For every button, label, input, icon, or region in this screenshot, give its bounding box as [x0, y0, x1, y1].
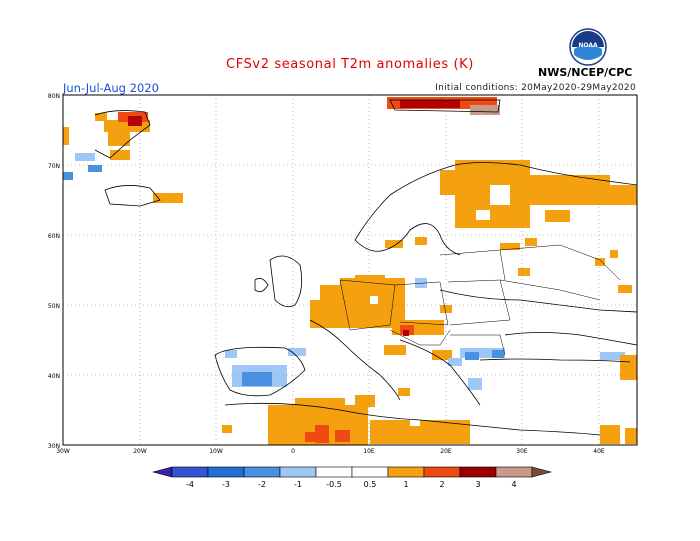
- colorbar-label: 0.5: [364, 480, 377, 489]
- colorbar-label: -4: [186, 480, 194, 489]
- lat-label-60n: 60N: [48, 233, 60, 240]
- colorbar-label: 3: [475, 480, 480, 489]
- lat-label-70n: 70N: [48, 163, 60, 170]
- lat-label-40n: 40N: [48, 373, 60, 380]
- colorbar-label: 4: [511, 480, 516, 489]
- lon-label-40e: 40E: [593, 448, 605, 455]
- logo-text: NOAA: [578, 42, 598, 49]
- lon-label-10w: 10W: [209, 448, 223, 455]
- initial-conditions: Initial conditions: 20May2020-29May2020: [435, 83, 636, 93]
- colorbar-label: -0.5: [326, 480, 342, 489]
- anomaly-cells: [63, 97, 637, 445]
- colorbar-segment-7: [387, 466, 425, 478]
- lat-label-50n: 50N: [48, 303, 60, 310]
- colorbar-label: 1: [403, 480, 408, 489]
- colorbar-label: -1: [294, 480, 302, 489]
- season-label: Jun-Jul-Aug 2020: [63, 81, 159, 95]
- lat-label-30n: 30N: [48, 443, 60, 450]
- colorbar-segment-4: [279, 466, 317, 478]
- chart-title: CFSv2 seasonal T2m anomalies (K): [226, 57, 474, 72]
- map-frame: [62, 94, 638, 446]
- colorbar-segment-9: [459, 466, 497, 478]
- colorbar-label: -2: [258, 480, 266, 489]
- colorbar-segment-5: [315, 466, 353, 478]
- colorbar-min-arrow: [151, 466, 173, 478]
- colorbar: -4 -3 -2 -1 -0.5 0.5 1 2 3 4: [151, 466, 553, 489]
- latitude-labels: 80N 70N 60N 50N 40N 30N: [48, 93, 60, 450]
- lon-label-20w: 20W: [133, 448, 147, 455]
- colorbar-segment-8: [423, 466, 461, 478]
- lon-label-10e: 10E: [363, 448, 375, 455]
- borders: [339, 244, 621, 356]
- noaa-logo: NOAA: [569, 28, 607, 66]
- colorbar-max-arrow: [531, 466, 553, 478]
- coastlines: [94, 99, 638, 436]
- lon-label-30e: 30E: [516, 448, 528, 455]
- graticule: [63, 95, 637, 445]
- lon-label-0: 0: [291, 448, 295, 455]
- colorbar-segment-1: [171, 466, 209, 478]
- lon-label-30w: 30W: [56, 448, 70, 455]
- colorbar-segment-3: [243, 466, 281, 478]
- colorbar-segment-10: [495, 466, 533, 478]
- lat-label-80n: 80N: [48, 93, 60, 100]
- colorbar-segment-2: [207, 466, 245, 478]
- agency-label: NWS/NCEP/CPC: [538, 66, 633, 79]
- longitude-labels: 30W 20W 10W 0 10E 20E 30E 40E: [56, 448, 605, 455]
- lon-label-20e: 20E: [440, 448, 452, 455]
- colorbar-label: 2: [439, 480, 444, 489]
- colorbar-segment-6: [351, 466, 389, 478]
- colorbar-label: -3: [222, 480, 230, 489]
